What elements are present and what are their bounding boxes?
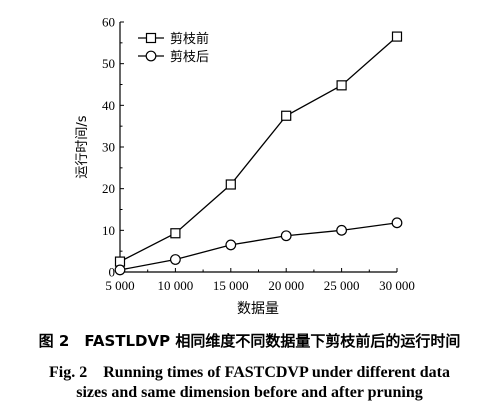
x-tick-label-0: 5 000: [105, 278, 134, 293]
point-1-0: [114, 264, 126, 276]
legend-marker-1: [145, 50, 157, 62]
point-1-2: [225, 239, 237, 251]
x-axis-label: 数据量: [237, 301, 279, 317]
y-tick-label-4: 40: [102, 98, 115, 113]
series-1: [114, 217, 403, 276]
y-tick-label-2: 20: [102, 181, 115, 196]
legend-label-1: 剪枝后: [170, 49, 209, 65]
point-0-5: [391, 31, 403, 42]
series-0: [114, 31, 403, 267]
point-1-3: [280, 230, 292, 242]
y-tick-label-5: 50: [102, 56, 115, 71]
y-tick-label-1: 10: [102, 223, 115, 238]
point-1-4: [336, 224, 348, 236]
y-axis-label: 运行时间/s: [75, 115, 90, 178]
figure-caption-chinese: 图 2 FASTLDVP 相同维度不同数据量下剪枝前后的运行时间: [38, 332, 461, 350]
point-1-1: [169, 254, 181, 265]
legend-label-0: 剪枝前: [170, 31, 209, 47]
point-0-1: [170, 228, 181, 239]
point-1-5: [391, 217, 403, 229]
point-0-2: [225, 179, 236, 190]
x-tick-label-4: 25 000: [324, 278, 360, 293]
legend-marker-0: [145, 32, 157, 44]
y-tick-label-0: 0: [109, 265, 116, 280]
series-line-1: [119, 222, 398, 271]
line-chart: 0 10 20 30 40 50 60 5 000 10 000 15 000 20 000 25 0…: [75, 15, 415, 318]
x-tick-label-5: 30 000: [379, 278, 415, 293]
chart-series: [114, 31, 403, 276]
point-0-3: [281, 110, 292, 121]
x-tick-label-1: 10 000: [158, 278, 194, 293]
series-line-0: [119, 36, 398, 263]
figure-caption-english-line1: Fig. 2 Running times of FASTCDVP under d…: [49, 364, 450, 381]
x-tick-label-3: 20 000: [268, 278, 304, 293]
x-tick-label-2: 15 000: [213, 278, 249, 293]
point-0-4: [336, 80, 347, 91]
y-tick-label-6: 60: [102, 15, 115, 30]
chart-axes: 0 10 20 30 40 50 60 5 000 10 000 15 000 20 000 25 0…: [102, 15, 415, 294]
figure-caption-english-line2: sizes and same dimension before and afte…: [76, 384, 423, 401]
y-tick-label-3: 30: [102, 140, 115, 155]
